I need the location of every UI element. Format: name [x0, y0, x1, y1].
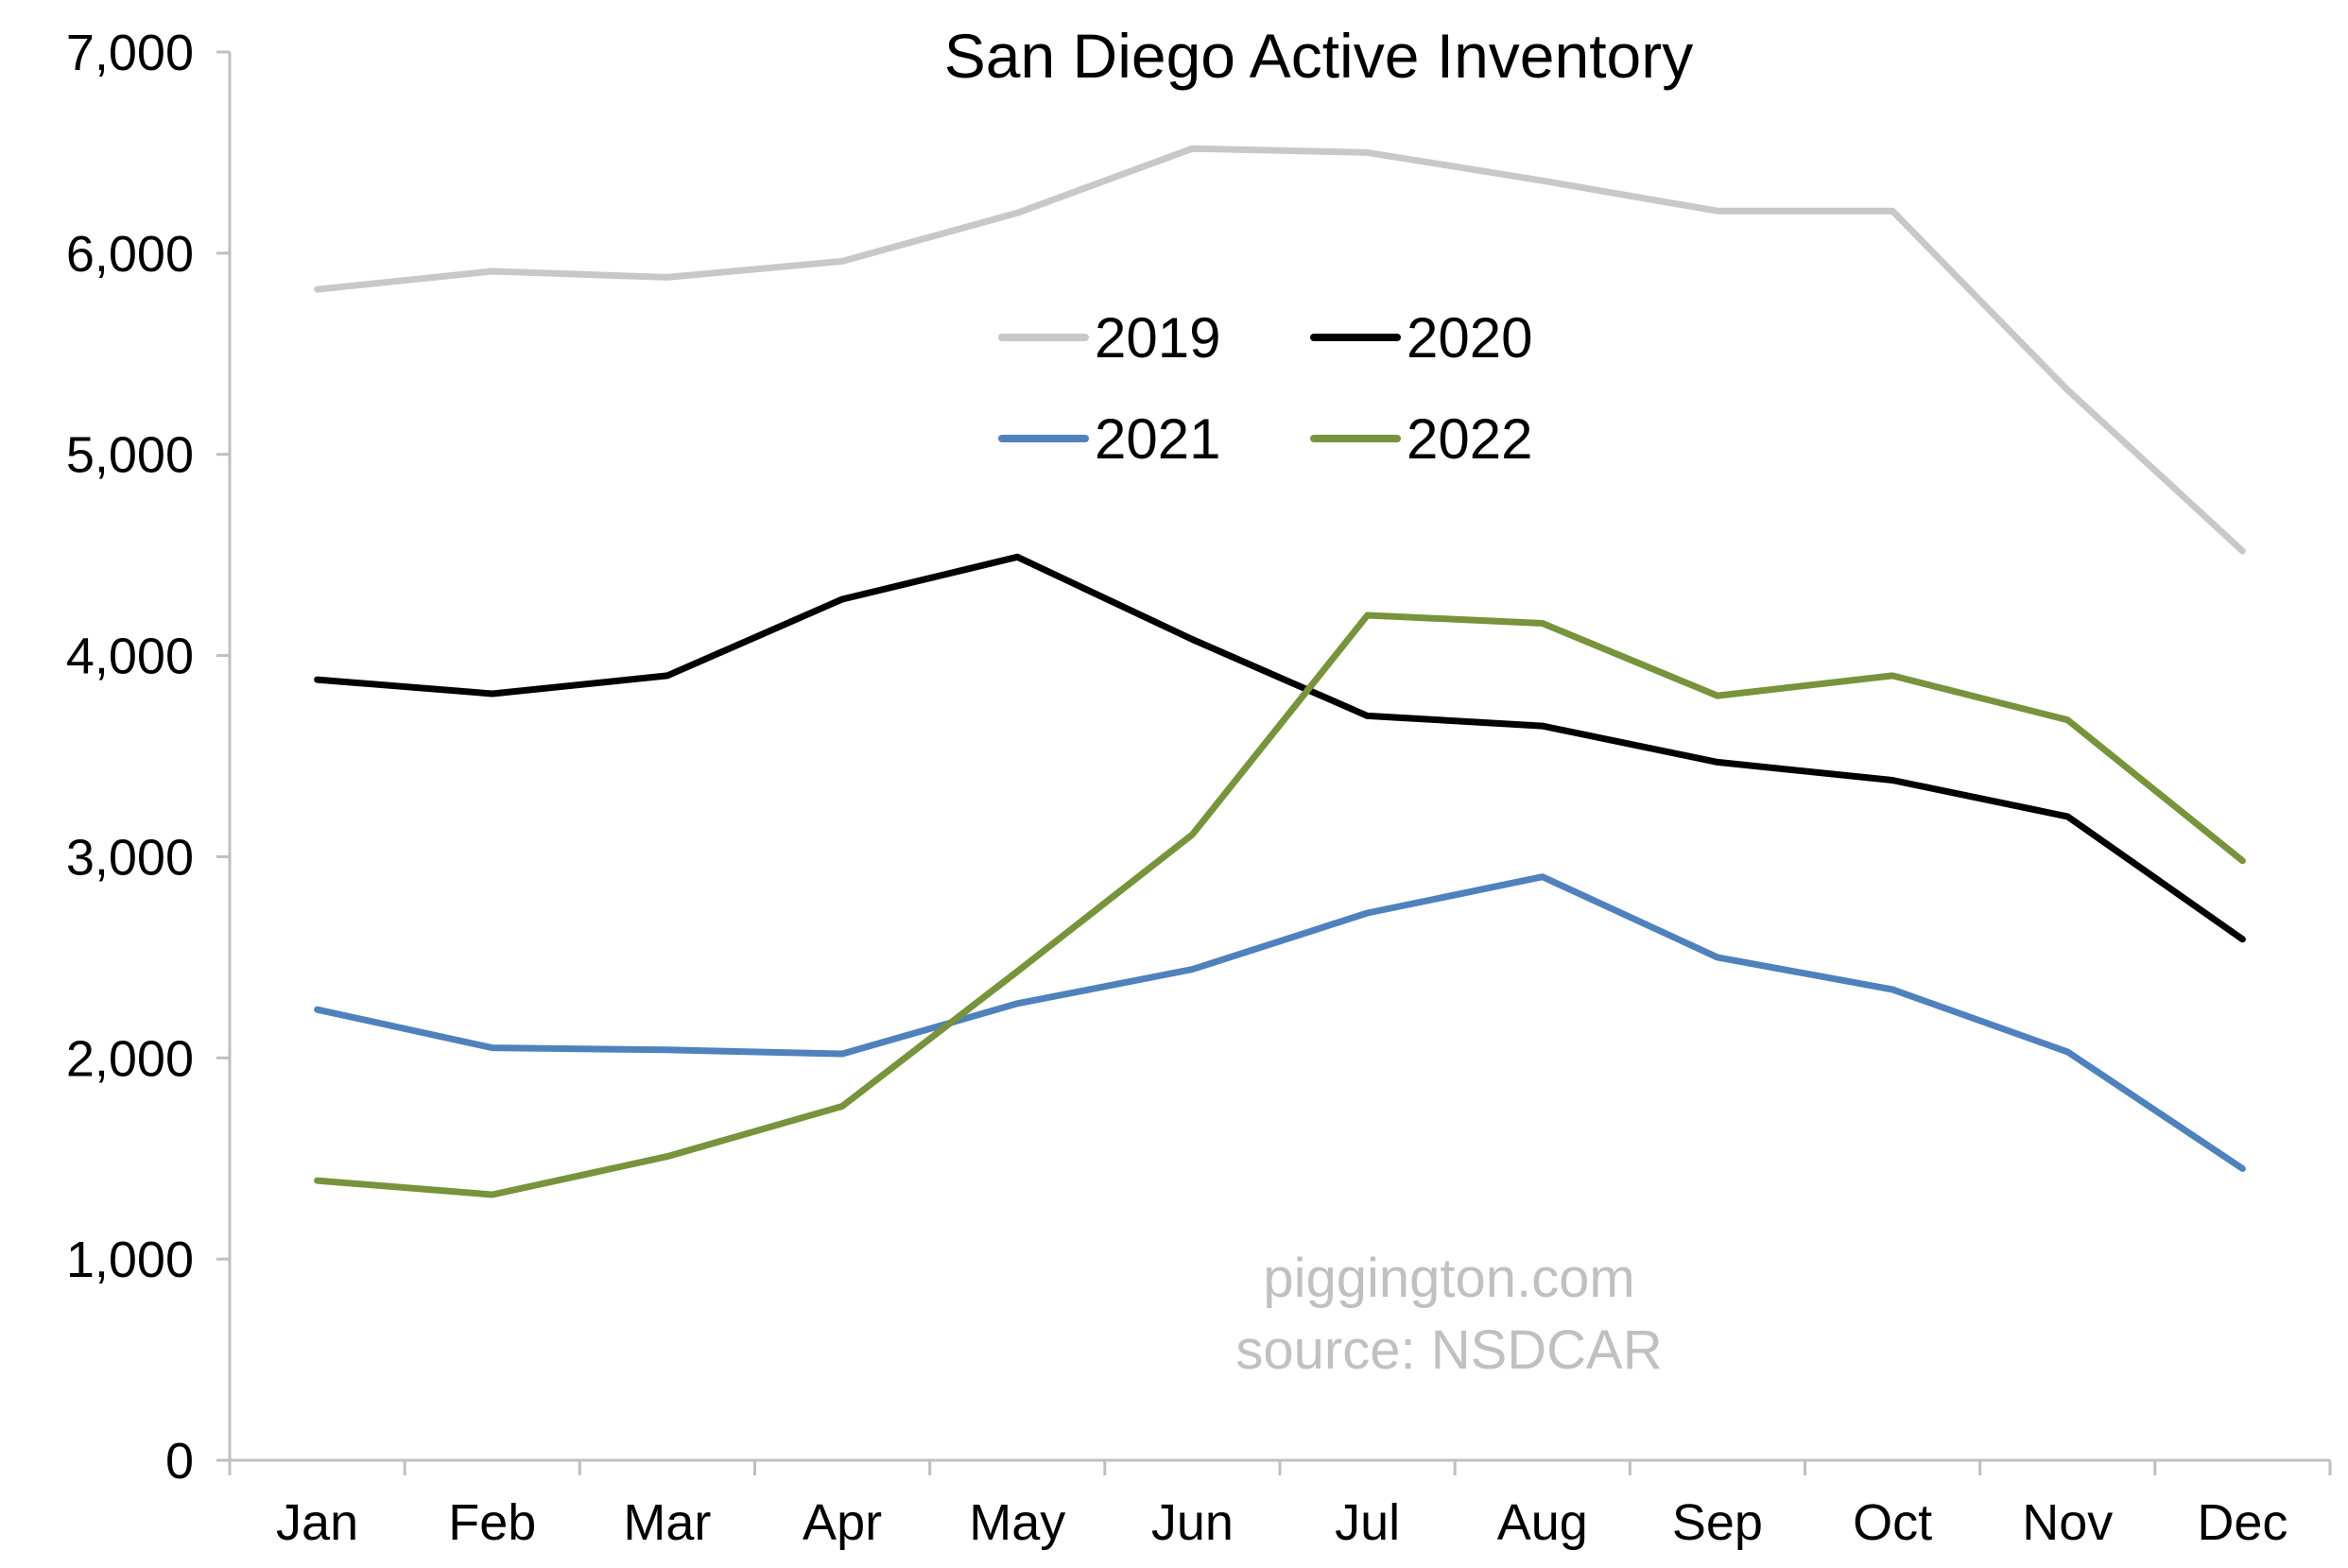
x-tick-label: Apr: [803, 1494, 882, 1551]
x-tick-label: Aug: [1497, 1494, 1588, 1551]
legend-label-2022: 2022: [1407, 407, 1532, 471]
y-tick-label: 0: [165, 1433, 194, 1490]
x-tick-label: Nov: [2022, 1494, 2113, 1551]
x-tick-label: Jul: [1335, 1494, 1400, 1551]
series-line-2020: [314, 553, 2246, 943]
y-tick-label: 5,000: [66, 427, 194, 484]
x-tick-label: Jun: [1151, 1494, 1234, 1551]
series-layer: [314, 145, 2246, 1198]
legend-label-2021: 2021: [1095, 407, 1220, 471]
x-tick-label: May: [969, 1494, 1065, 1551]
y-tick-label: 3,000: [66, 829, 194, 886]
chart-title: San Diego Active Inventory: [944, 21, 1693, 91]
axes: 0 1,000 2,000 3,000 4,000 5,000 6,000 7,000 Jan F…: [66, 25, 2332, 1551]
annotation-text: source: NSDCAR: [1235, 1319, 1662, 1381]
series-line-2021: [314, 873, 2246, 1172]
y-tick-label: 1,000: [66, 1232, 194, 1288]
series-line-2019: [314, 145, 2246, 555]
x-tick-label: Feb: [448, 1494, 536, 1551]
x-tick-label: Dec: [2197, 1494, 2288, 1551]
y-tick-label: 2,000: [66, 1030, 194, 1087]
annotation-text: piggington.com: [1263, 1248, 1634, 1309]
legend-label-2020: 2020: [1407, 306, 1532, 370]
annotations: piggington.com source: NSDCAR: [1235, 1248, 1662, 1381]
y-tick-label: 6,000: [66, 226, 194, 283]
x-tick-label: Jan: [276, 1494, 358, 1551]
y-tick-label: 4,000: [66, 629, 194, 685]
x-tick-label: Mar: [623, 1494, 711, 1551]
series-line-2022: [314, 612, 2246, 1198]
x-tick-label: Oct: [1853, 1494, 1932, 1551]
legend: 2019 2020 2021 2022: [998, 306, 1532, 471]
x-tick-label: Sep: [1672, 1494, 1763, 1551]
y-tick-label: 7,000: [66, 25, 194, 81]
legend-label-2019: 2019: [1095, 306, 1220, 370]
